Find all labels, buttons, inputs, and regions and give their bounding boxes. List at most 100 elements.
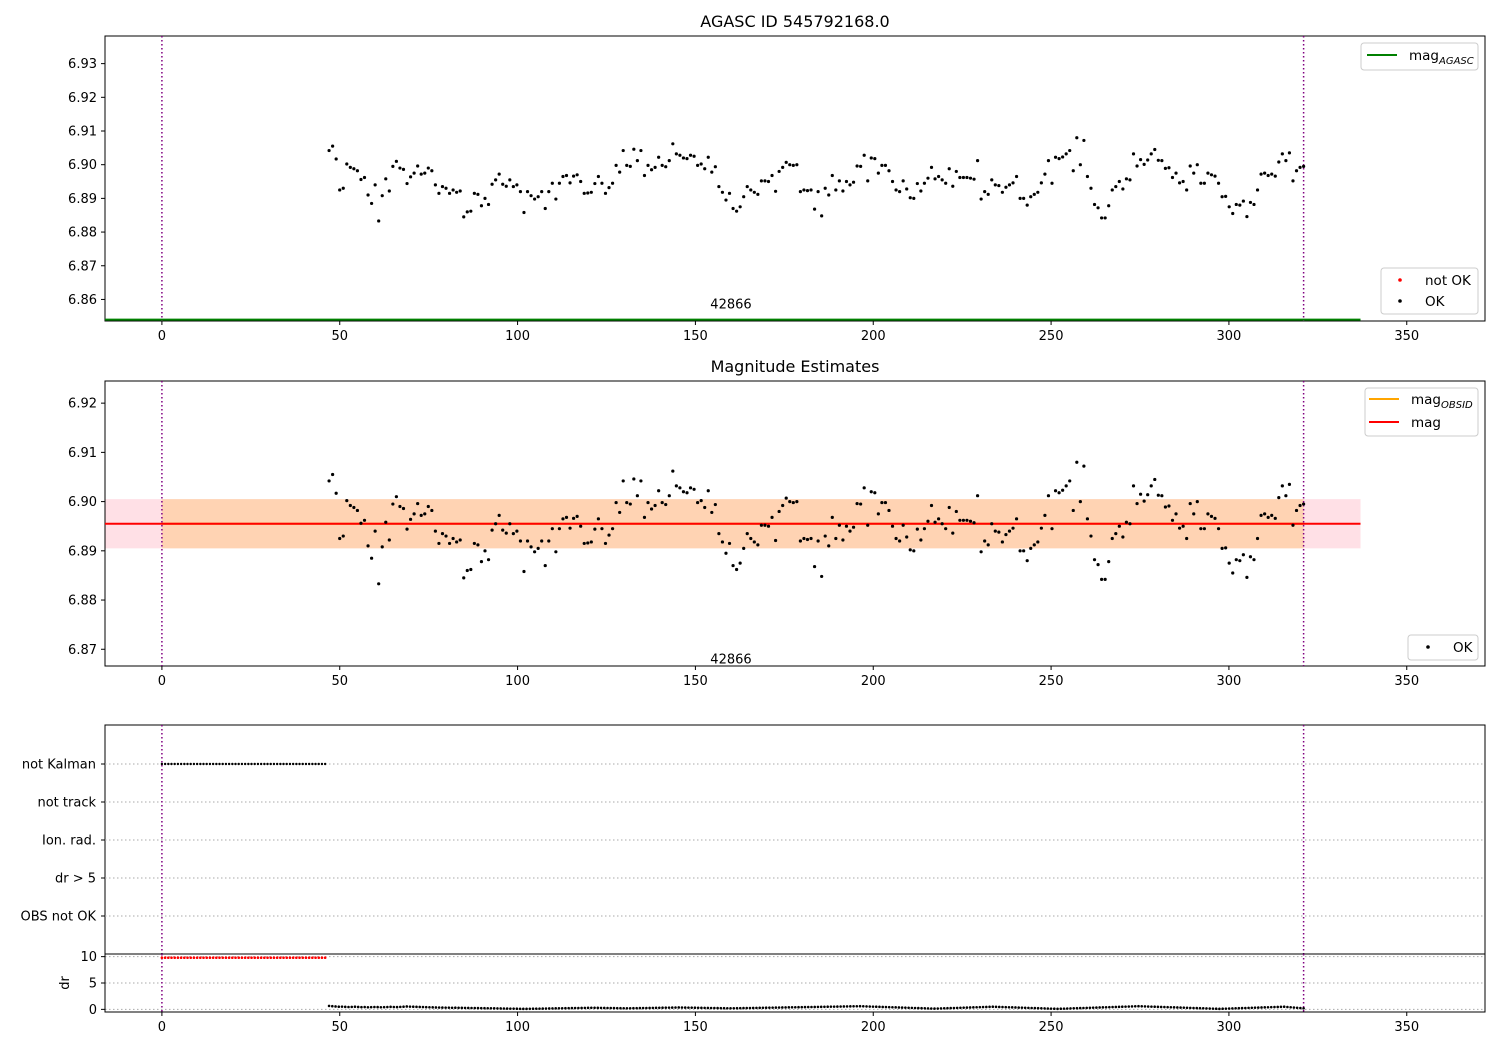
agasc-legend-label: OK [1425, 294, 1446, 310]
flags-flag-point [317, 762, 320, 766]
agasc-point [649, 168, 654, 172]
agasc-point [430, 169, 434, 173]
magnitude-legend-swatch [1426, 645, 1430, 649]
magnitude-point [657, 489, 661, 493]
agasc-point [926, 176, 930, 180]
dr-point [531, 1007, 535, 1011]
agasc-xtick-label: 0 [158, 329, 166, 344]
agasc-point [426, 166, 430, 170]
magnitude-point [603, 541, 608, 546]
magnitude-point [809, 536, 813, 541]
magnitude-point [600, 527, 604, 531]
dr-point [424, 1005, 428, 1009]
dr-point [612, 1006, 616, 1010]
agasc-point [1227, 205, 1231, 209]
dr-point [800, 1005, 804, 1009]
dr-point [1004, 1005, 1008, 1009]
magnitude-point [997, 530, 1001, 534]
dr-point [748, 1006, 752, 1010]
dr-point [683, 1006, 687, 1009]
agasc-ytick-label: 6.86 [68, 293, 97, 308]
flags-flag-point [179, 762, 183, 766]
magnitude-point [1092, 558, 1097, 562]
dr-high-point [259, 956, 263, 959]
agasc-point [1266, 173, 1270, 178]
dr-point [509, 1007, 512, 1010]
agasc-point [465, 210, 469, 214]
agasc-point [688, 153, 693, 157]
dr-point [596, 1006, 600, 1010]
dr-point [1231, 1007, 1234, 1010]
dr-point [547, 1007, 551, 1010]
magnitude-point [802, 536, 806, 541]
dr-point [431, 1006, 434, 1009]
dr-high-point [266, 956, 269, 959]
magnitude-point [589, 540, 593, 544]
dr-point [428, 1005, 431, 1009]
magnitude-point [905, 535, 909, 539]
dr-ytick-label: 5 [89, 977, 97, 992]
agasc-point [1039, 181, 1043, 185]
dr-point [1179, 1006, 1182, 1009]
dr-point [1091, 1006, 1095, 1009]
agasc-point [1167, 166, 1171, 170]
agasc-point [1032, 192, 1036, 196]
agasc-legend-frame [1360, 42, 1479, 71]
magnitude-point [398, 504, 402, 509]
dr-point [590, 1006, 593, 1010]
dr-point [661, 1006, 664, 1010]
dr-high-point [179, 956, 183, 959]
magnitude-point [1050, 527, 1054, 531]
dr-point [1224, 1007, 1228, 1010]
dr-point [797, 1005, 800, 1009]
dr-high-point [256, 956, 260, 959]
agasc-xtick-label: 300 [1217, 329, 1242, 344]
magnitude-point [348, 503, 352, 508]
dr-point [599, 1006, 603, 1010]
dr-point [1069, 1007, 1072, 1010]
agasc-point [618, 170, 622, 174]
dr-point [881, 1005, 885, 1009]
magnitude-point [710, 510, 714, 515]
dr-point [560, 1006, 564, 1010]
dr-point [917, 1006, 920, 1010]
dr-point [981, 1005, 985, 1009]
agasc-point [880, 163, 884, 167]
dr-point [913, 1006, 917, 1010]
agasc-legend-swatch [1398, 299, 1402, 303]
magnitude-point [901, 523, 905, 527]
dr-point [350, 1005, 354, 1009]
agasc-point [1107, 204, 1111, 208]
magnitude-point [1146, 493, 1150, 497]
dr-point [1256, 1006, 1260, 1009]
flags-flag-point [285, 762, 288, 766]
dr-point [955, 1006, 959, 1010]
dr-point [1001, 1005, 1004, 1009]
dr-high-point [288, 956, 292, 959]
dr-point [861, 1005, 865, 1008]
magnitude-legend-frame [1407, 634, 1479, 661]
dr-point [871, 1005, 875, 1008]
agasc-point [1206, 171, 1210, 175]
agasc-point [1291, 179, 1295, 183]
magnitude-point [958, 518, 962, 522]
agasc-point [1170, 175, 1175, 180]
agasc-point [568, 181, 572, 185]
flags-flag-point [282, 762, 285, 766]
agasc-point [777, 169, 781, 174]
magnitude-point [696, 500, 700, 505]
agasc-point [929, 165, 934, 169]
dr-point [1046, 1007, 1050, 1010]
agasc-point [898, 190, 902, 194]
magnitude-point [823, 534, 827, 538]
flags-flag-point [304, 762, 308, 766]
dr-point [544, 1007, 548, 1010]
flags-flag-point [170, 762, 173, 766]
magnitude-point [387, 538, 391, 542]
magnitude-point [940, 522, 944, 526]
dr-point [515, 1007, 519, 1011]
dr-point [415, 1005, 418, 1009]
magnitude-point [798, 539, 802, 543]
agasc-point [873, 157, 877, 161]
dr-point [813, 1005, 817, 1009]
